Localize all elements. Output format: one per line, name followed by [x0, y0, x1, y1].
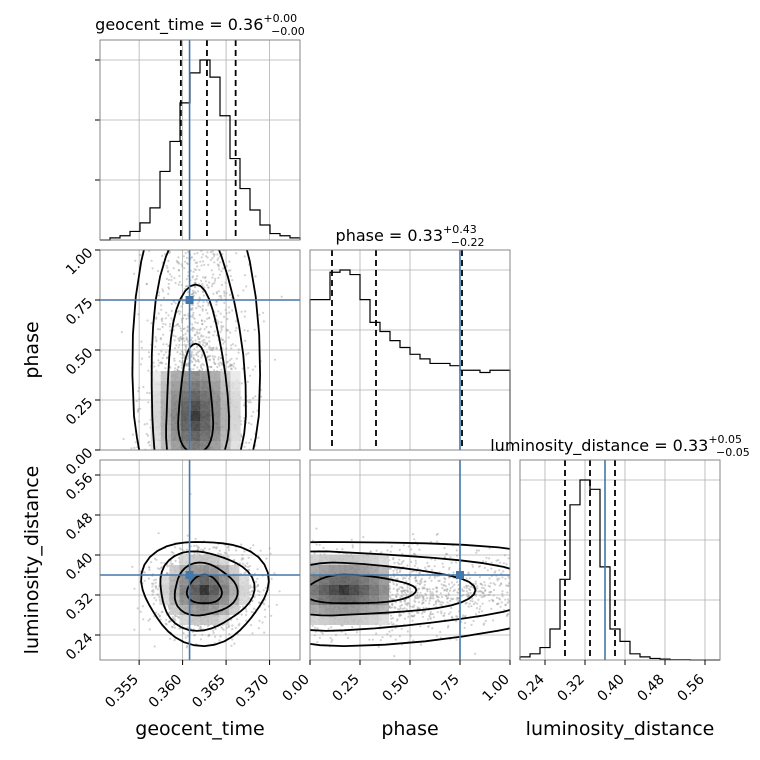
- xtick-luminosity_distance-1: 0.32: [554, 672, 587, 705]
- xtick-luminosity_distance-3: 0.48: [634, 672, 667, 705]
- y-axis-phase: 0.00 0.25 0.50 0.75 1.00 phase: [21, 245, 100, 478]
- contour-phase__luminosity_distance-2: [310, 550, 510, 632]
- y-axis-luminosity_distance: 0.24 0.32 0.40 0.48 0.56 luminosity_distance: [21, 466, 100, 663]
- frame-geocent_time__luminosity_distance: [99, 459, 301, 661]
- frame-geocent_time: [99, 39, 301, 241]
- xtick-phase-2: 0.50: [379, 672, 412, 705]
- xlabel-luminosity_distance: luminosity_distance: [526, 718, 715, 740]
- ylabel-phase: phase: [21, 321, 43, 378]
- contour-geocent_time__luminosity_distance-1: [173, 561, 239, 617]
- ylabel-luminosity_distance: luminosity_distance: [21, 466, 43, 655]
- hist-step-geocent_time: [100, 59, 301, 241]
- contour-phase__luminosity_distance-3: [310, 541, 510, 647]
- truth-marker-geocent_time__phase: [185, 296, 194, 304]
- hist-panel-phase: [309, 249, 511, 451]
- contour-geocent_time__luminosity_distance-3: [140, 541, 270, 647]
- hist-panel-geocent_time: [95, 39, 301, 241]
- x-axis-phase: 0.00 0.25 0.50 0.75 1.00 phase: [279, 660, 513, 740]
- xtick-phase-4: 1.00: [479, 672, 512, 705]
- ytick-phase-2: 0.50: [63, 345, 96, 378]
- xlabel-geocent_time: geocent_time: [135, 718, 264, 740]
- contour-geocent_time__phase-2: [150, 250, 247, 450]
- xtick-luminosity_distance-2: 0.40: [594, 672, 627, 705]
- contour-geocent_time__phase-1: [165, 283, 230, 450]
- panel-geocent_time__luminosity_distance: [99, 459, 301, 661]
- ytick-phase-0: 0.00: [63, 445, 96, 478]
- contour-geocent_time__luminosity_distance-0: [185, 573, 223, 605]
- ytick-luminosity_distance-3: 0.48: [63, 510, 96, 543]
- truth-marker-geocent_time__luminosity_distance: [185, 571, 194, 579]
- x-axis-geocent_time: 0.355 0.360 0.365 0.370 geocent_time: [102, 660, 272, 740]
- ytick-phase-4: 1.00: [63, 245, 96, 278]
- xtick-geocent_time-1: 0.360: [146, 672, 186, 712]
- xtick-phase-1: 0.25: [329, 672, 362, 705]
- ytick-phase-1: 0.25: [63, 395, 96, 428]
- panel-geocent_time__phase: [99, 249, 301, 451]
- frame-luminosity_distance: [519, 459, 721, 661]
- xtick-phase-0: 0.00: [279, 672, 312, 705]
- panel-phase__luminosity_distance: [309, 459, 511, 661]
- ytick-luminosity_distance-4: 0.56: [63, 470, 96, 503]
- hist-step-phase: [309, 269, 511, 450]
- xtick-geocent_time-2: 0.365: [189, 672, 229, 712]
- ytick-phase-3: 0.75: [63, 295, 96, 328]
- xtick-luminosity_distance-0: 0.24: [514, 671, 547, 704]
- contour-phase__luminosity_distance-0: [310, 573, 418, 605]
- x-axis-luminosity_distance: 0.24 0.32 0.40 0.48 0.56 luminosity_distance: [514, 660, 714, 740]
- contour-geocent_time__luminosity_distance-2: [159, 550, 256, 632]
- frame-phase: [309, 249, 511, 451]
- contour-phase__luminosity_distance-1: [310, 561, 477, 617]
- xtick-phase-3: 0.75: [429, 672, 462, 705]
- xlabel-phase: phase: [381, 718, 438, 740]
- hist-panel-luminosity_distance: [519, 459, 721, 661]
- ytick-luminosity_distance-0: 0.24: [63, 630, 96, 663]
- truth-marker-phase__luminosity_distance: [456, 571, 464, 579]
- title-geocent_time: geocent_time = 0.36+0.00 −0.00: [95, 12, 305, 38]
- hist-step-luminosity_distance: [519, 479, 720, 661]
- ytick-luminosity_distance-1: 0.32: [63, 590, 96, 623]
- xtick-geocent_time-3: 0.370: [233, 672, 273, 712]
- title-luminosity_distance: luminosity_distance = 0.33+0.05 −0.05: [490, 433, 750, 459]
- ytick-luminosity_distance-2: 0.40: [63, 550, 96, 583]
- xtick-geocent_time-0: 0.355: [102, 672, 142, 712]
- xtick-luminosity_distance-4: 0.56: [674, 671, 707, 704]
- contour-geocent_time__phase-3: [131, 250, 261, 450]
- title-phase: phase = 0.33+0.43 −0.22: [336, 223, 485, 249]
